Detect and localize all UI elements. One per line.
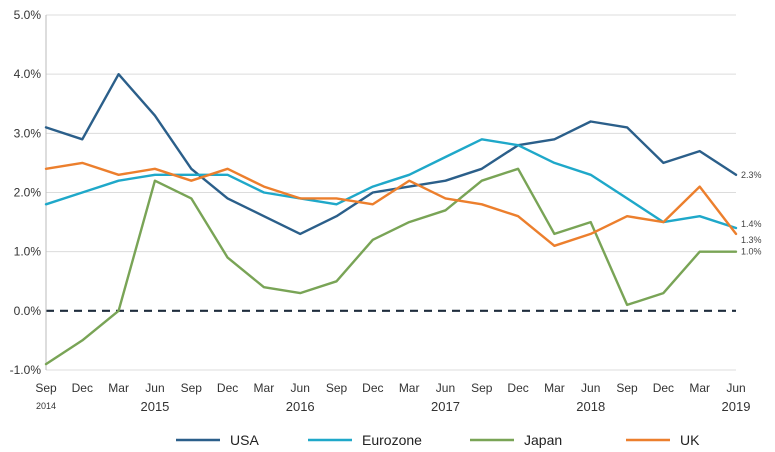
x-tick-label: Dec	[72, 381, 93, 395]
series-line-eurozone	[44, 138, 738, 230]
y-tick-label: 3.0%	[14, 126, 42, 140]
x-tick-label: Jun	[436, 381, 455, 395]
x-tick-label: Sep	[616, 381, 638, 395]
legend-label-usa: USA	[230, 432, 259, 448]
legend: USA Eurozone Japan UK	[176, 432, 700, 448]
end-label-eurozone: 1.4%	[741, 219, 762, 229]
end-label-usa: 2.3%	[741, 170, 762, 180]
x-tick-label: Mar	[254, 381, 275, 395]
x-tick-label: Sep	[326, 381, 348, 395]
series-line-japan	[44, 167, 738, 366]
y-tick-label: 1.0%	[14, 245, 42, 259]
y-tick-label: -1.0%	[10, 363, 42, 377]
year-label: 2018	[576, 399, 605, 414]
x-tick-label: Mar	[108, 381, 129, 395]
x-tick-label: Mar	[689, 381, 710, 395]
x-tick-label: Dec	[217, 381, 238, 395]
x-tick-label: Sep	[35, 381, 57, 395]
y-tick-label: 4.0%	[14, 67, 42, 81]
legend-label-uk: UK	[680, 432, 700, 448]
series-lines	[44, 72, 738, 366]
x-tick-label: Dec	[507, 381, 528, 395]
x-tick-label: Sep	[181, 381, 203, 395]
x-axis-year-labels: 2014 2015 2016 2017 2018 2019	[36, 399, 750, 414]
series-line-usa	[44, 72, 738, 236]
year-label: 2015	[140, 399, 169, 414]
year-label: 2017	[431, 399, 460, 414]
legend-label-eurozone: Eurozone	[362, 432, 422, 448]
y-tick-label: 2.0%	[14, 186, 42, 200]
year-label: 2014	[36, 401, 56, 411]
x-tick-label: Jun	[581, 381, 600, 395]
y-tick-label: 0.0%	[14, 304, 42, 318]
end-label-uk: 1.3%	[741, 235, 762, 245]
y-axis-tick-labels: -1.0% 0.0% 1.0% 2.0% 3.0% 4.0% 5.0%	[10, 8, 42, 377]
x-axis-tick-labels: Sep Dec Mar Jun Sep Dec Mar Jun Sep Dec Mar Jun Sep D…	[35, 381, 745, 395]
x-tick-label: Mar	[544, 381, 565, 395]
series-line-uk	[44, 161, 738, 248]
series-end-labels: 2.3% 1.4% 1.0% 1.3%	[741, 170, 762, 257]
legend-label-japan: Japan	[524, 432, 562, 448]
end-label-japan: 1.0%	[741, 247, 762, 257]
x-tick-label: Jun	[291, 381, 310, 395]
year-label: 2019	[722, 399, 751, 414]
x-tick-label: Jun	[145, 381, 164, 395]
x-tick-label: Jun	[726, 381, 745, 395]
year-label: 2016	[286, 399, 315, 414]
x-tick-label: Dec	[362, 381, 383, 395]
x-tick-label: Mar	[399, 381, 420, 395]
y-tick-label: 5.0%	[14, 8, 42, 22]
x-tick-label: Sep	[471, 381, 493, 395]
x-tick-label: Dec	[653, 381, 674, 395]
